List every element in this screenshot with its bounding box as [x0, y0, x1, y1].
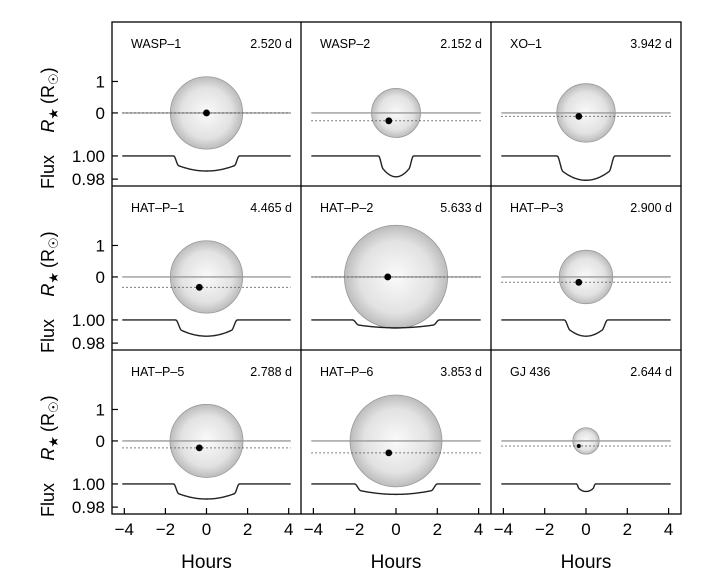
- x-axis-label: Hours: [561, 552, 612, 573]
- panel: HAT–P–2 5.633 d: [311, 201, 482, 329]
- panel-period: 2.788 d: [250, 365, 292, 379]
- x-tick-label: 2: [433, 520, 442, 539]
- x-tick-label: −4: [494, 520, 513, 539]
- light-curve: [122, 483, 291, 500]
- panel-title: HAT–P–5: [131, 365, 184, 379]
- x-axis-label: Hours: [181, 552, 232, 573]
- flux-tick-label: 1.00: [72, 311, 105, 330]
- light-curve: [311, 483, 481, 496]
- radius-tick-label: 1: [96, 400, 105, 419]
- panel-title: GJ 436: [510, 365, 550, 379]
- x-tick-label: −2: [156, 520, 175, 539]
- light-curve: [501, 319, 671, 337]
- panel-period: 4.465 d: [250, 201, 292, 215]
- radius-axis-label: R★(R☉): [38, 395, 61, 460]
- panel-period: 2.152 d: [440, 37, 482, 51]
- panel: HAT–P–1 4.465 d: [122, 201, 292, 337]
- panel-title: WASP–1: [131, 37, 181, 51]
- planet-dot: [576, 443, 581, 448]
- x-tick-label: 4: [284, 520, 293, 539]
- x-tick-label: −4: [304, 520, 323, 539]
- planet-dot: [203, 109, 210, 117]
- radius-axis-label: R★(R☉): [38, 231, 61, 296]
- panel: XO–1 3.942 d: [501, 37, 672, 181]
- panel: WASP–2 2.152 d: [311, 37, 482, 178]
- radius-axis-label: R★(R☉): [38, 67, 61, 132]
- planet-dot: [195, 444, 203, 452]
- panel-period: 3.942 d: [630, 37, 672, 51]
- panel: HAT–P–3 2.900 d: [501, 201, 672, 337]
- planet-dot: [575, 113, 583, 120]
- light-curve: [311, 319, 481, 329]
- panel-period: 2.520 d: [250, 37, 292, 51]
- light-curve: [122, 319, 291, 337]
- panel-title: XO–1: [510, 37, 542, 51]
- panel-period: 3.853 d: [440, 365, 482, 379]
- panel-title: HAT–P–2: [320, 201, 373, 215]
- light-curve: [122, 155, 291, 172]
- panel: GJ 436 2.644 d: [501, 365, 672, 493]
- flux-tick-label: 1.00: [72, 147, 105, 166]
- x-axis-label: Hours: [371, 552, 422, 573]
- light-curve: [311, 155, 481, 178]
- panel: WASP–1 2.520 d: [122, 37, 292, 172]
- x-tick-label: 0: [391, 520, 400, 539]
- radius-tick-label: 0: [96, 268, 105, 287]
- panel-period: 5.633 d: [440, 201, 482, 215]
- panel: HAT–P–6 3.853 d: [311, 365, 482, 496]
- panels: WASP–1 2.520 d WASP–2 2.152 d XO–1 3.942 d HAT…: [122, 37, 672, 500]
- light-curve: [501, 483, 671, 493]
- planet-dot: [575, 278, 583, 286]
- panel-title: HAT–P–6: [320, 365, 373, 379]
- radius-tick-label: 0: [96, 104, 105, 123]
- x-axes: −4 −2 0 2 4 Hours −4 −2 0 2 4 Hours −4 −2 0 2 4 Hours: [115, 508, 673, 573]
- panel-period: 2.900 d: [630, 201, 672, 215]
- x-tick-label: −4: [115, 520, 134, 539]
- x-tick-label: −2: [535, 520, 554, 539]
- x-tick-label: 2: [623, 520, 632, 539]
- radius-tick-label: 1: [96, 72, 105, 91]
- flux-axis-label: Flux: [38, 319, 58, 353]
- flux-tick-label: 0.98: [72, 498, 105, 517]
- x-tick-label: 0: [202, 520, 211, 539]
- x-tick-label: 2: [243, 520, 252, 539]
- panel-title: WASP–2: [320, 37, 370, 51]
- planet-dot: [385, 449, 393, 457]
- x-tick-label: 4: [664, 520, 673, 539]
- flux-axis-label: Flux: [38, 483, 58, 517]
- panel-period: 2.644 d: [630, 365, 672, 379]
- x-tick-label: −2: [345, 520, 364, 539]
- planet-dot: [195, 283, 203, 291]
- radius-tick-label: 0: [96, 432, 105, 451]
- flux-tick-label: 0.98: [72, 170, 105, 189]
- radius-tick-label: 1: [96, 236, 105, 255]
- x-tick-label: 0: [581, 520, 590, 539]
- flux-tick-label: 1.00: [72, 475, 105, 494]
- panel-title: HAT–P–3: [510, 201, 563, 215]
- panel: HAT–P–5 2.788 d: [122, 365, 292, 500]
- y-axes: 1 0 1.00 0.98 R★(R☉) Flux 1 0 1.00 0.98 R★(R☉) Flux…: [38, 67, 118, 517]
- planet-dot: [385, 117, 393, 125]
- flux-axis-label: Flux: [38, 155, 58, 189]
- flux-tick-label: 0.98: [72, 334, 105, 353]
- x-tick-label: 4: [474, 520, 483, 539]
- panel-title: HAT–P–1: [131, 201, 184, 215]
- planet-dot: [384, 273, 392, 281]
- light-curve: [501, 155, 671, 181]
